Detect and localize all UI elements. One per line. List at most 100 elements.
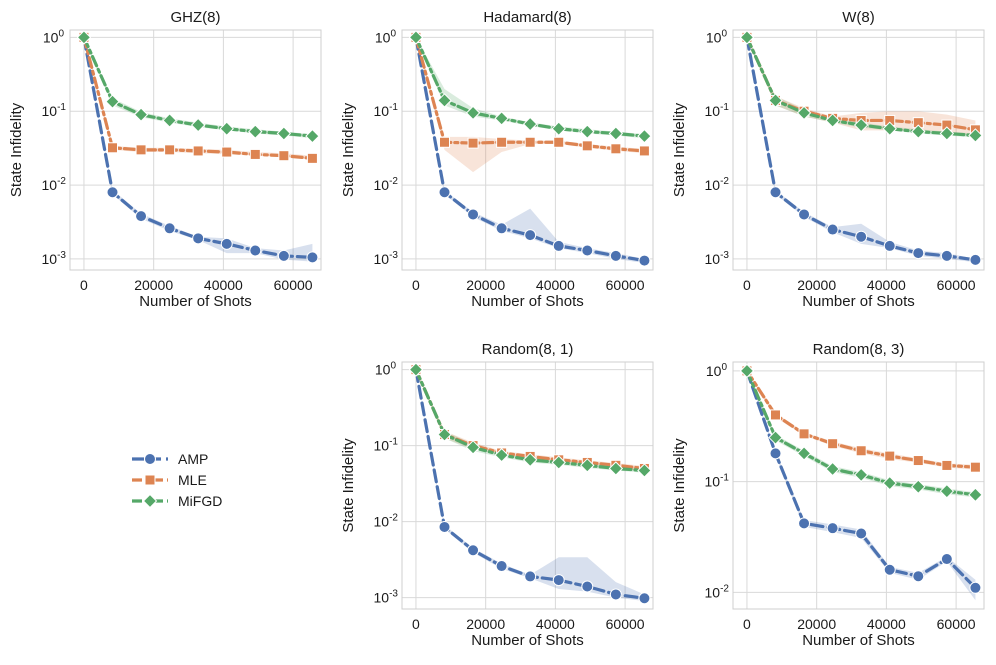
data-point-amp <box>609 588 622 601</box>
data-point-amp <box>524 570 537 583</box>
data-point-amp <box>855 230 868 243</box>
data-point-amp <box>438 520 451 533</box>
data-point-mifgd <box>968 487 983 503</box>
data-point-amp <box>912 247 925 260</box>
x-tick-label: 0 <box>80 277 88 293</box>
subplot-title: W(8) <box>842 9 875 26</box>
data-point-amp <box>277 249 290 262</box>
y-axis-label: State Infidelity <box>671 102 688 197</box>
data-point-amp <box>163 222 176 235</box>
data-point-mle <box>884 450 896 462</box>
data-point-mifgd <box>133 107 149 122</box>
data-point-mifgd <box>551 455 566 470</box>
x-axis-label: Number of Shots <box>471 632 584 649</box>
data-point-mifgd <box>580 124 595 139</box>
x-tick-label: 20000 <box>466 277 505 293</box>
plot-frame <box>732 361 985 610</box>
y-tick-label: 10-3 <box>374 589 399 606</box>
y-tick-label: 100 <box>706 362 728 379</box>
data-point-mifgd <box>939 483 955 499</box>
data-point-mle <box>249 148 261 160</box>
data-point-mifgd <box>882 475 897 491</box>
y-tick-label: 100 <box>375 361 397 378</box>
data-point-amp <box>769 186 782 199</box>
data-point-mifgd <box>608 126 624 141</box>
data-point-mifgd <box>911 124 926 139</box>
data-point-amp <box>855 527 868 540</box>
data-point-mifgd <box>608 461 624 476</box>
y-axis-label: State Infidelity <box>671 438 688 533</box>
plot-frame <box>401 361 654 610</box>
subplot-title: GHZ(8) <box>171 9 221 26</box>
data-point-mle <box>467 137 479 149</box>
data-point-amp <box>220 237 233 250</box>
legend-marker <box>144 474 156 486</box>
data-point-amp <box>940 553 953 566</box>
x-tick-label: 40000 <box>204 277 243 293</box>
data-point-mifgd <box>739 363 755 379</box>
data-point-mle <box>306 152 318 164</box>
data-point-mifgd <box>551 121 566 136</box>
data-point-mle <box>969 461 981 473</box>
data-point-amp <box>609 249 622 262</box>
data-point-amp <box>249 244 262 257</box>
legend-item-mifgd: MiFGD <box>132 493 222 509</box>
data-point-mifgd <box>305 128 320 144</box>
confidence-band-amp <box>415 37 645 264</box>
data-point-mifgd <box>522 452 538 468</box>
data-point-mle <box>524 136 536 148</box>
data-point-amp <box>467 208 480 221</box>
data-point-mifgd <box>968 128 983 143</box>
data-point-mle <box>770 409 782 421</box>
subplot-title: Random(8, 1) <box>482 341 574 358</box>
x-axis-label: Number of Shots <box>802 293 915 310</box>
series-line-mifgd <box>745 35 978 138</box>
data-point-amp <box>438 186 451 199</box>
data-point-mifgd <box>853 117 869 133</box>
data-point-mifgd <box>796 105 812 121</box>
x-tick-label: 40000 <box>536 616 575 632</box>
data-point-amp <box>969 253 982 266</box>
data-point-mifgd <box>882 121 897 136</box>
data-point-mifgd <box>796 446 812 461</box>
data-point-amp <box>969 581 982 594</box>
plot-area <box>733 30 984 270</box>
data-point-mifgd <box>739 30 755 45</box>
y-tick-label: 10-1 <box>42 102 67 119</box>
x-tick-label: 40000 <box>536 277 575 293</box>
data-point-amp <box>192 232 205 245</box>
data-point-mle <box>439 136 451 148</box>
subplot-5: 0 20000 40000 60000 100 10-1 10-2 Random(8, 3) N… <box>671 341 985 649</box>
y-tick-label: 10-1 <box>374 102 399 119</box>
data-point-mifgd <box>105 94 120 109</box>
data-point-amp <box>306 251 319 264</box>
data-point-amp <box>495 560 508 573</box>
subplot-2: 0 20000 40000 60000 100 10-1 10-2 10-3 Hadamard(… <box>340 9 654 310</box>
data-point-mle <box>496 136 508 148</box>
data-point-amp <box>826 522 839 535</box>
y-tick-label: 10-1 <box>705 473 730 490</box>
data-point-mle <box>638 145 650 157</box>
data-point-mifgd <box>248 124 263 139</box>
legend-marker <box>144 453 156 465</box>
y-tick-label: 10-2 <box>705 176 730 193</box>
x-tick-label: 20000 <box>134 277 173 293</box>
data-point-amp <box>826 223 839 236</box>
data-point-mle <box>553 136 565 148</box>
x-tick-label: 40000 <box>867 277 906 293</box>
data-point-amp <box>638 254 651 267</box>
data-point-mifgd <box>465 440 481 455</box>
data-point-mifgd <box>219 121 234 136</box>
data-point-mle <box>581 140 593 152</box>
y-tick-label: 10-3 <box>705 250 730 267</box>
data-point-amp <box>552 574 565 587</box>
data-point-amp <box>638 592 651 605</box>
x-tick-label: 20000 <box>466 616 505 632</box>
data-point-mle <box>135 144 147 156</box>
legend-label: MLE <box>178 472 207 488</box>
x-tick-label: 0 <box>412 616 420 632</box>
y-tick-label: 10-2 <box>374 513 399 530</box>
y-tick-label: 10-2 <box>705 583 730 600</box>
x-tick-label: 0 <box>412 277 420 293</box>
x-axis-label: Number of Shots <box>139 293 252 310</box>
